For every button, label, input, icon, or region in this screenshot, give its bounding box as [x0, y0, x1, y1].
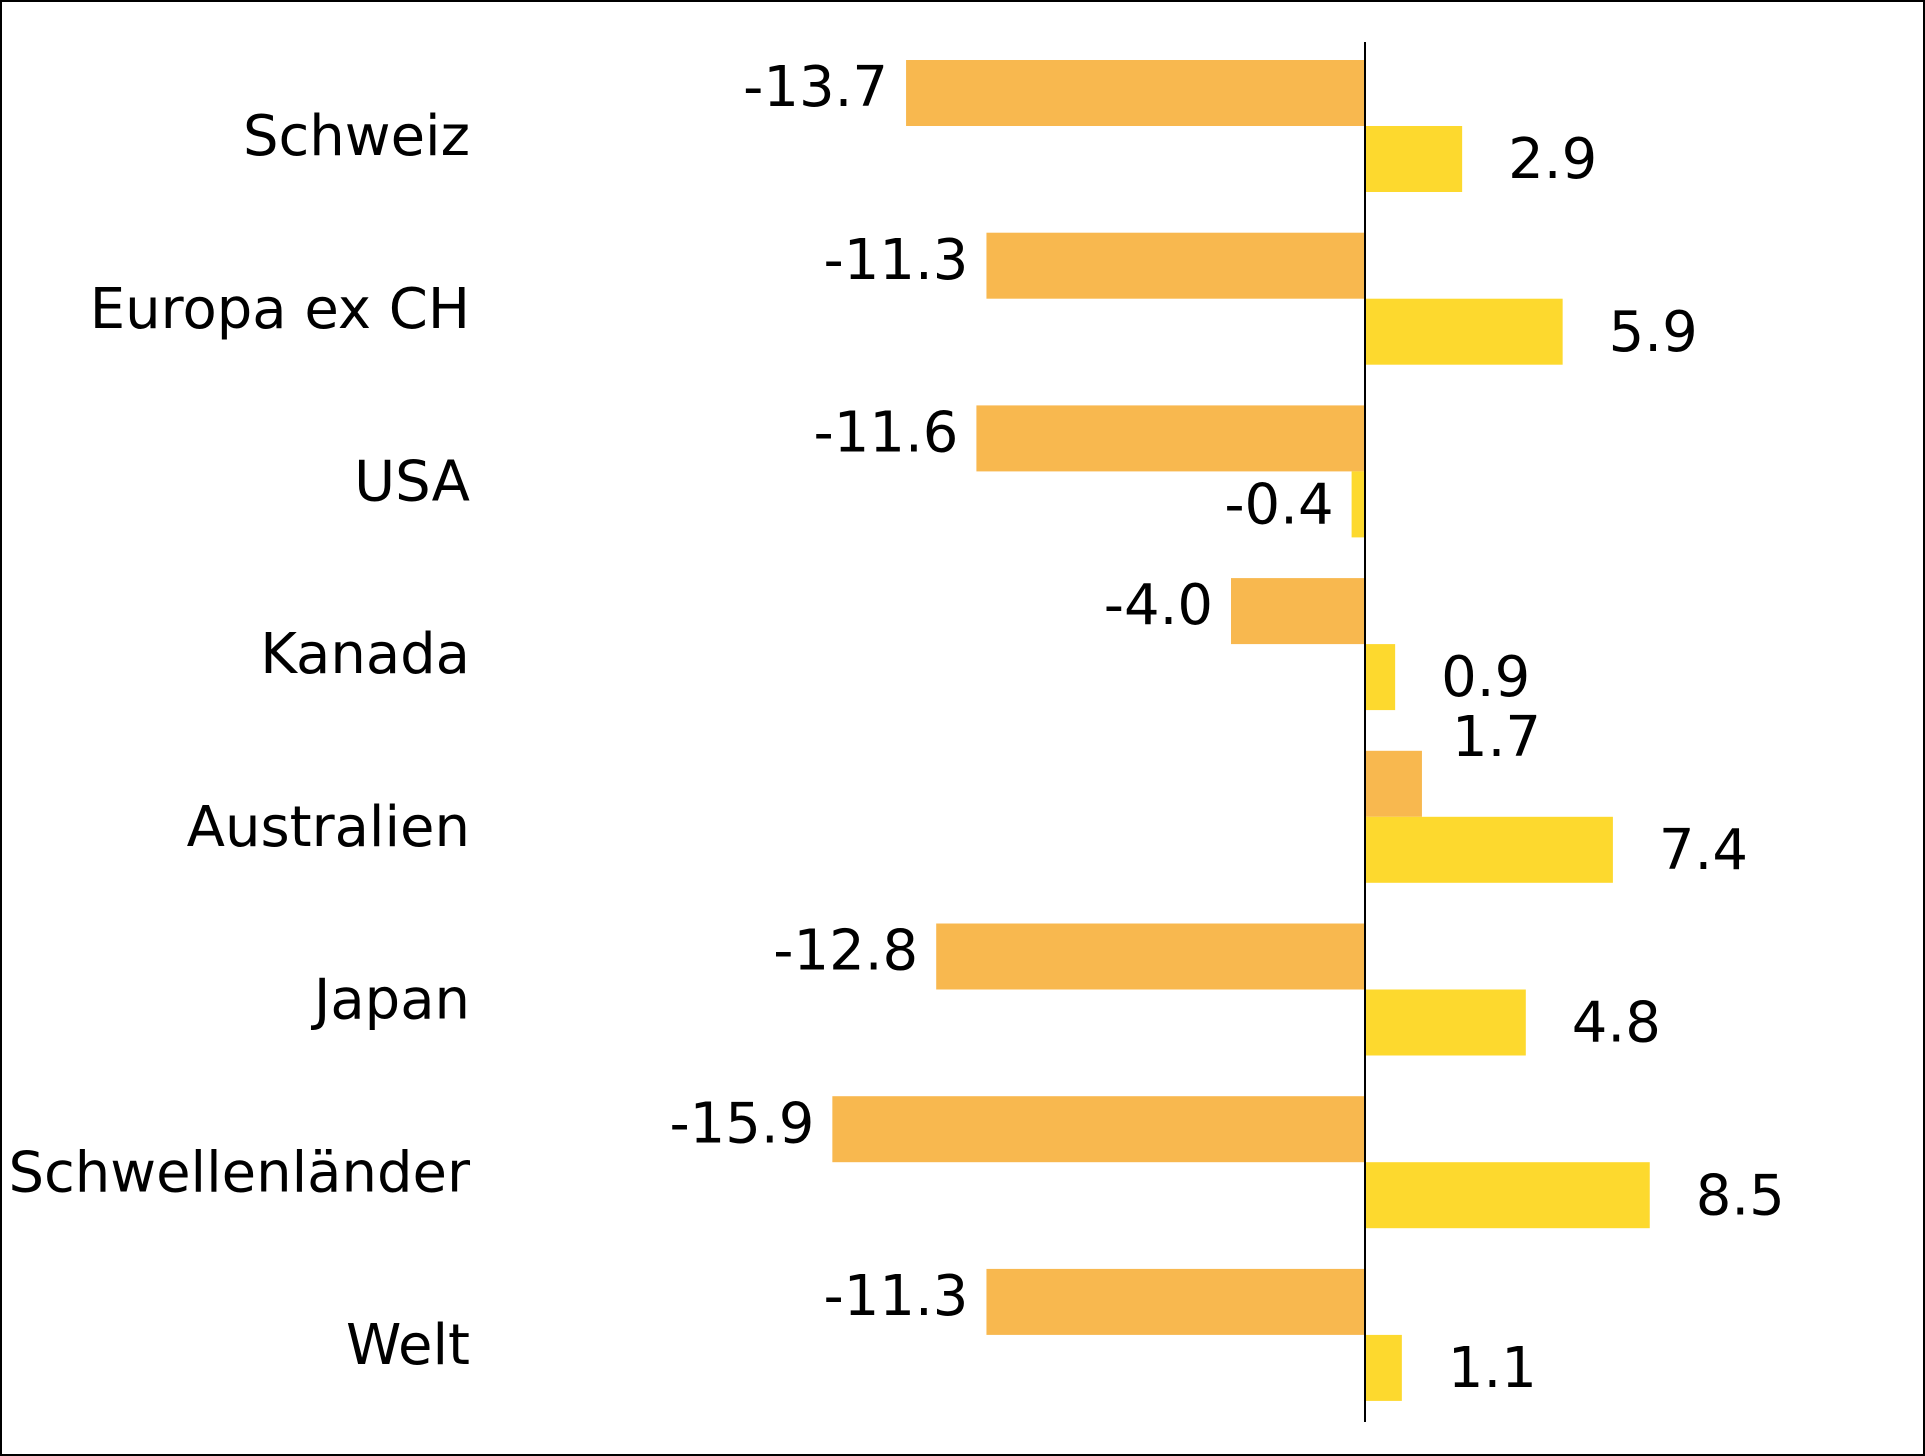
bar-series-2: [1365, 126, 1463, 192]
bar-series-1: [986, 1268, 1365, 1335]
bar-series-2: [1365, 1334, 1402, 1401]
category-label: Welt: [346, 1313, 470, 1378]
value-label: 1.1: [1448, 1336, 1537, 1401]
value-label: 4.8: [1572, 991, 1661, 1056]
bar-series-1: [1365, 750, 1422, 817]
value-label: -11.3: [824, 1264, 969, 1329]
category-label: Japan: [311, 968, 470, 1033]
bar-series-2: [1351, 471, 1365, 538]
value-label: -13.7: [743, 55, 888, 120]
category-label: Australien: [187, 795, 470, 860]
value-label: -0.4: [1224, 473, 1333, 538]
value-label: -15.9: [669, 1091, 814, 1156]
bar-series-2: [1365, 644, 1396, 711]
value-label: 8.5: [1696, 1163, 1785, 1228]
category-label: USA: [354, 450, 470, 515]
category-label: Europa ex CH: [90, 277, 470, 342]
bar-series-1: [976, 405, 1365, 472]
category-label: Schwellenländer: [8, 1140, 471, 1205]
value-label: 2.9: [1508, 127, 1597, 192]
value-label: -11.3: [824, 228, 969, 293]
bar-series-2: [1365, 816, 1613, 883]
bar-series-2: [1365, 298, 1563, 365]
bar-series-2: [1365, 1162, 1650, 1229]
bar-series-1: [832, 1096, 1365, 1163]
value-label: 7.4: [1659, 818, 1748, 883]
value-label: 5.9: [1609, 300, 1698, 365]
bar-series-1: [936, 923, 1365, 990]
value-label: 0.9: [1441, 645, 1530, 710]
bar-series-1: [906, 60, 1365, 126]
value-label: -4.0: [1104, 573, 1213, 638]
bar-series-1: [986, 232, 1365, 299]
value-label: 1.7: [1452, 705, 1541, 770]
bar-series-2: [1365, 989, 1526, 1056]
value-label: -11.6: [813, 401, 958, 466]
value-label: -12.8: [773, 919, 918, 984]
category-label: Kanada: [260, 622, 470, 687]
bar-series-1: [1231, 578, 1365, 645]
category-label: Schweiz: [243, 104, 470, 169]
